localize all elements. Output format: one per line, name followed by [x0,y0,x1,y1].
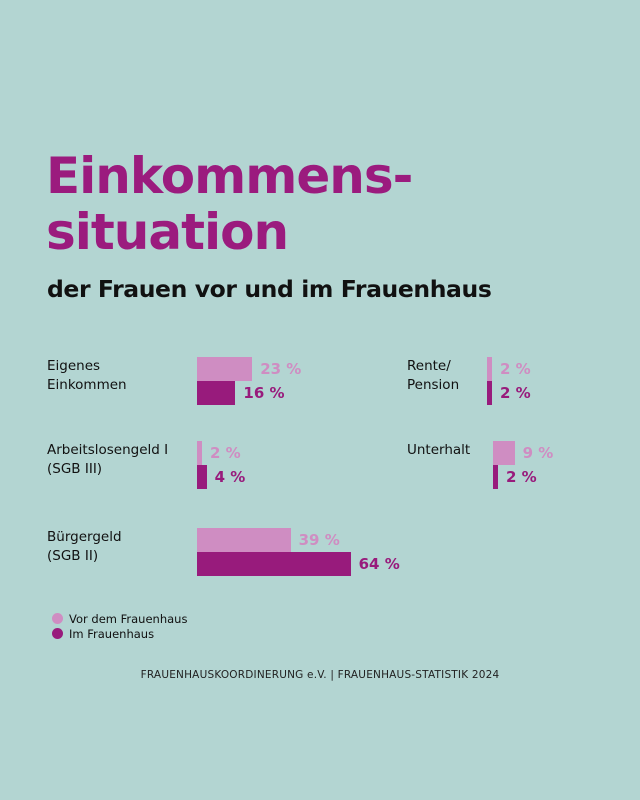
legend-item-before: Vor dem Frauenhaus [52,611,187,626]
bar-in-0 [197,381,236,405]
title-line-2: situation [46,203,289,261]
footer-source: FRAUENHAUSKOORDINERUNG e.V. | FRAUENHAUS… [140,669,500,681]
category-label-3: Rente/ Pension [407,358,460,393]
value-label-before-1: 2 % [210,444,241,462]
category-label-1: Arbeitslosengeld I (SGB III) [47,442,169,477]
title-line-1: Einkommens- [46,147,413,205]
bar-before-1 [197,441,202,465]
value-label-in-3: 2 % [500,384,531,402]
value-label-in-4: 2 % [506,468,537,486]
bar-before-3 [487,357,492,381]
bar-in-3 [487,381,492,405]
category-label-0: Eigenes Einkommen [47,358,127,393]
value-label-before-4: 9 % [522,444,554,462]
value-label-in-0: 16 % [243,384,285,402]
bar-in-4 [493,465,498,489]
bar-in-2 [197,552,351,576]
legend-swatch-in [52,628,63,639]
page-subtitle: der Frauen vor und im Frauenhaus [47,275,492,303]
bar-before-2 [197,528,291,552]
page-title: Einkommens- situation [46,147,413,261]
legend-label-in: Im Frauenhaus [69,626,155,641]
bar-in-1 [197,465,207,489]
legend-swatch-before [52,613,63,624]
legend-label-before: Vor dem Frauenhaus [69,611,188,626]
category-label-2: Bürgergeld (SGB II) [47,529,122,564]
category-label-4: Unterhalt [407,442,471,458]
legend-item-in: Im Frauenhaus [52,626,187,641]
bar-before-4 [493,441,515,465]
legend: Vor dem Frauenhaus Im Frauenhaus [52,611,187,641]
value-label-before-3: 2 % [500,360,531,378]
bar-before-0 [197,357,253,381]
value-label-in-1: 4 % [214,468,246,486]
value-label-in-2: 64 % [358,555,400,573]
value-label-before-0: 23 % [260,360,302,378]
value-label-before-2: 39 % [298,531,340,549]
